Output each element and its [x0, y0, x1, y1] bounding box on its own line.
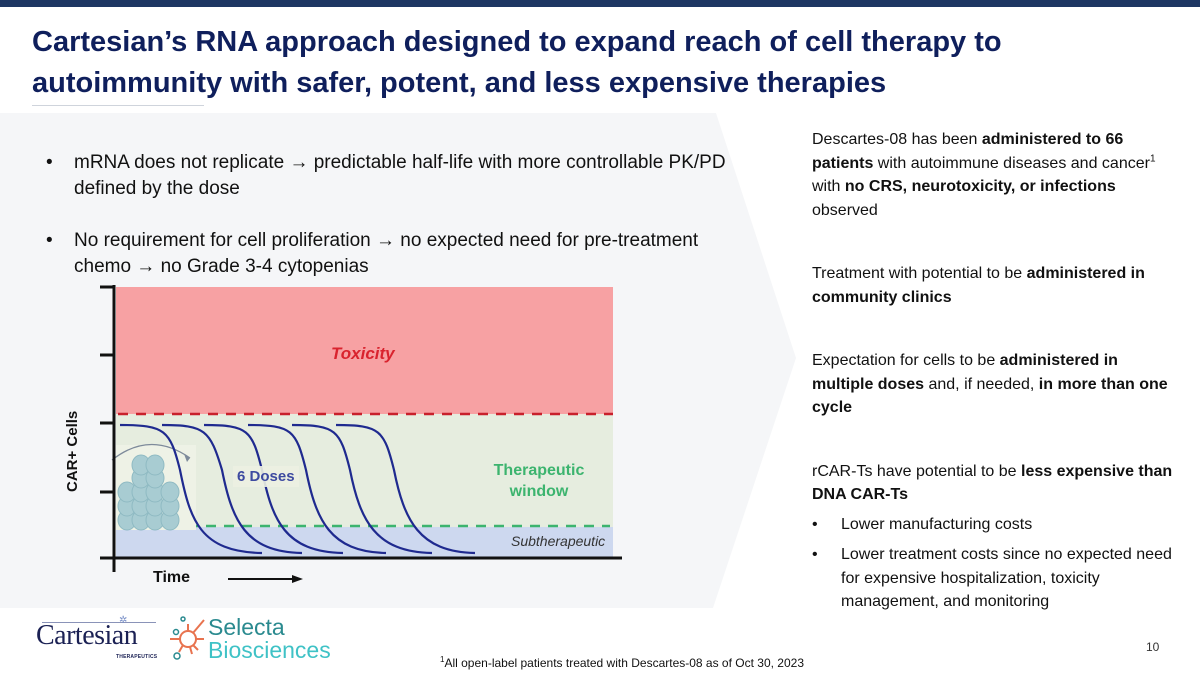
key-point-cost: rCAR-Ts have potential to be less expens… [812, 460, 1182, 507]
bullet-icon: • [46, 152, 53, 173]
emphasis: administered in multiple doses [812, 352, 1118, 393]
footnote: 1All open-label patients treated with De… [440, 655, 804, 670]
sub-bullet-text: Lower manufacturing costs [841, 515, 1033, 533]
selecta-sun-icon [170, 616, 205, 660]
cost-sub-bullets: • Lower manufacturing costs • Lower trea… [812, 513, 1182, 614]
cartesian-logo-subtext: THERAPEUTICS [116, 654, 158, 660]
footnote-marker: 1 [440, 655, 445, 664]
emphasis: administered in community clinics [812, 265, 1145, 306]
car-t-cells-illustration [117, 454, 180, 531]
cartesian-logo-line [42, 622, 156, 623]
key-point-multiple-doses: Expectation for cells to be administered… [812, 349, 1182, 420]
left-bullet-list: • mRNA does not replicate → predictable … [46, 150, 726, 306]
text: and, if needed, [924, 375, 1039, 393]
dose-arrow-head [184, 454, 190, 462]
sub-bullet-text: Lower treatment costs since no expected … [841, 546, 1172, 610]
therapeutic-label-line1: Therapeutic [493, 462, 585, 479]
footer-logos: ✲ Cartesian THERAPEUTICS Selecta Bioscie… [36, 614, 336, 670]
dose-arrow-curve [111, 443, 191, 461]
sub-bullet-item: • Lower treatment costs since no expecte… [812, 543, 1182, 614]
slide-title: Cartesian’s RNA approach designed to exp… [32, 22, 1132, 104]
bullet-icon: • [812, 515, 818, 533]
left-bullet-text: No requirement for cell proliferation → … [74, 230, 699, 277]
star-icon: ✲ [119, 615, 128, 626]
emphasis: less expensive than DNA CAR-Ts [812, 462, 1173, 504]
key-point-community: Treatment with potential to be administe… [812, 262, 1182, 309]
x-axis-label: Time [153, 569, 191, 586]
text: Descartes-08 has been [812, 131, 982, 148]
toxicity-label: Toxicity [331, 344, 395, 363]
biosciences-logo-text: Biosciences [208, 637, 331, 663]
cartesian-logo-text: Cartesian [36, 620, 138, 651]
footnote-text: All open-label patients treated with Des… [444, 656, 804, 670]
diagram-graphic [100, 285, 622, 583]
time-arrow-icon [292, 575, 303, 583]
text: Treatment with potential to be [812, 265, 1027, 282]
therapeutic-window-diagram: Toxicity 6 Doses Therapeutic window Subt… [0, 280, 640, 600]
text: with [812, 178, 845, 195]
subtherapeutic-zone [116, 527, 613, 557]
text: rCAR-Ts have potential to be [812, 462, 1021, 480]
slide-title-line1: Cartesian’s RNA approach designed to exp… [32, 26, 1002, 58]
subtherapeutic-label: Subtherapeutic [511, 533, 606, 549]
title-underline [32, 105, 204, 106]
key-point-patients: Descartes-08 has been administered to 66… [812, 128, 1182, 222]
toxicity-zone [116, 287, 613, 414]
therapeutic-zone [116, 414, 613, 527]
emphasis: in more than one cycle [812, 375, 1168, 417]
emphasis: administered to 66 patients [812, 131, 1124, 172]
y-axis-ticks [100, 285, 114, 494]
top-accent-bar [0, 0, 1200, 7]
text: with autoimmune diseases and cancer [873, 154, 1150, 172]
sub-bullet-item: • Lower manufacturing costs [812, 513, 1182, 537]
therapeutic-window-label: Therapeutic window [476, 460, 602, 502]
bullet-icon: • [46, 230, 53, 251]
slide-title-line2: autoimmunity with safer, potent, and les… [32, 67, 887, 99]
emphasis: no CRS, neurotoxicity, or infections [844, 178, 1116, 195]
text: Expectation for cells to be [812, 352, 1000, 369]
therapeutic-label-line2: window [509, 483, 569, 500]
bullet-icon: • [812, 546, 818, 563]
footnote-ref: 1 [1149, 153, 1156, 165]
doses-label: 6 Doses [233, 466, 299, 487]
right-key-points: Descartes-08 has been administered to 66… [812, 128, 1182, 621]
left-bullet-text: mRNA does not replicate → predictable ha… [74, 152, 726, 199]
left-bullet-item: • mRNA does not replicate → predictable … [46, 150, 726, 202]
page-number: 10 [1146, 640, 1160, 654]
left-bullet-item: • No requirement for cell proliferation … [46, 228, 726, 280]
y-axis-label: CAR+ Cells [64, 410, 81, 492]
selecta-logo-text: Selecta [208, 614, 285, 640]
text: observed [812, 201, 878, 219]
